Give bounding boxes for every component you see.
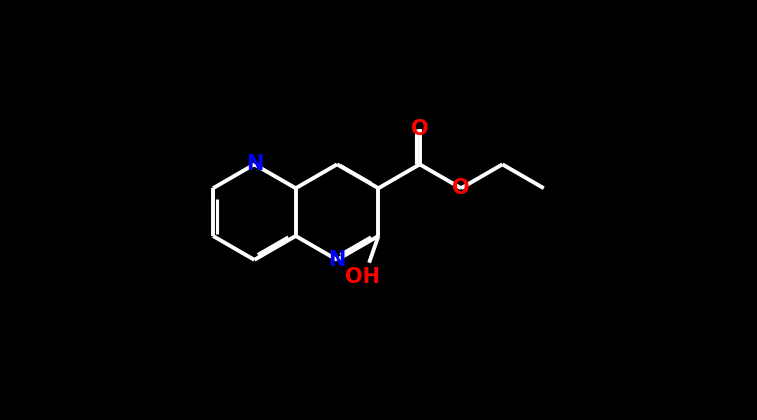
Text: O: O: [411, 118, 428, 139]
Text: OH: OH: [345, 267, 381, 286]
Text: N: N: [246, 155, 263, 174]
Text: N: N: [329, 250, 346, 270]
Text: O: O: [452, 178, 470, 198]
